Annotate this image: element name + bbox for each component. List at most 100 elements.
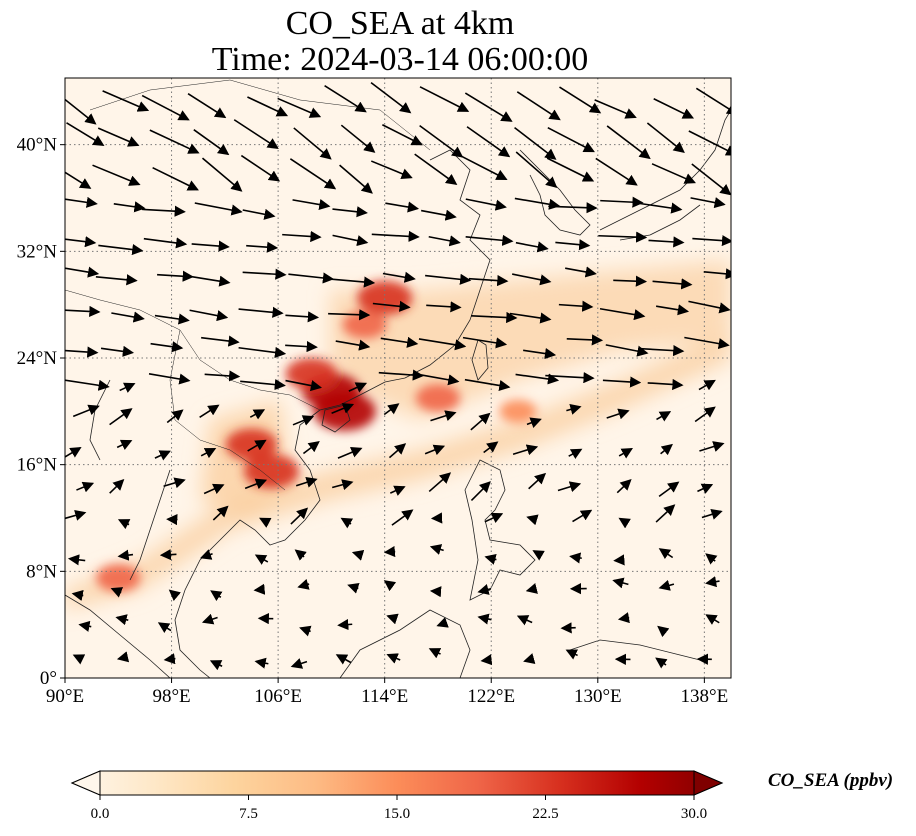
wind-arrow	[154, 313, 190, 325]
wind-arrow	[418, 373, 460, 386]
wind-arrow	[484, 553, 497, 565]
wind-arrow	[466, 126, 511, 158]
wind-arrow	[594, 99, 637, 119]
wind-arrow	[117, 519, 131, 530]
wind-arrow	[277, 97, 322, 118]
wind-arrow	[595, 157, 638, 186]
wind-arrow	[652, 278, 693, 290]
wind-arrow	[546, 157, 595, 182]
wind-arrow	[692, 235, 731, 247]
wind-arrow	[391, 509, 414, 526]
wind-arrow	[421, 209, 457, 221]
wind-arrow	[566, 403, 582, 415]
wind-arrow	[425, 273, 472, 285]
wind-arrow	[528, 472, 547, 490]
wind-arrow	[460, 155, 508, 180]
coastline-myanmar	[89, 379, 171, 581]
wind-arrow	[418, 338, 467, 351]
wind-arrow	[429, 586, 442, 598]
map-title-line1: CO_SEA at 4km	[285, 5, 515, 42]
wind-arrow	[428, 472, 452, 493]
lat-tick-label: 40°N	[17, 135, 58, 156]
wind-arrow	[695, 87, 731, 115]
wind-arrow	[602, 376, 642, 388]
co-plume	[96, 564, 141, 592]
wind-arrow	[246, 241, 279, 253]
wind-arrow	[658, 481, 680, 498]
colorbar-extend-max	[693, 770, 724, 796]
wind-arrow	[328, 276, 376, 288]
wind-arrow	[97, 127, 140, 147]
wind-arrow	[238, 306, 284, 318]
wind-arrow	[240, 154, 281, 182]
wind-arrow	[163, 653, 176, 665]
wind-arrow	[244, 478, 268, 490]
wind-arrow	[694, 406, 716, 423]
wind-arrow	[477, 584, 492, 595]
wind-arrow	[699, 441, 725, 452]
wind-arrow	[65, 379, 110, 391]
wind-arrow	[382, 124, 423, 146]
coastline-new-guinea	[569, 639, 701, 661]
wind-arrow	[247, 439, 267, 452]
wind-arrow	[419, 86, 470, 112]
wind-arrow	[297, 578, 310, 590]
wind-vectors	[65, 81, 731, 671]
wind-arrow	[65, 236, 97, 248]
wind-arrow	[92, 164, 141, 186]
map-title-line2: Time: 2024-03-14 06:00:00	[211, 41, 589, 78]
wind-arrow	[340, 124, 376, 153]
lon-tick-label: 106°E	[254, 686, 302, 707]
wind-arrow	[290, 658, 308, 669]
wind-arrow	[647, 378, 684, 391]
plume-band-north	[330, 260, 731, 420]
wind-arrow	[238, 346, 287, 358]
wind-arrow	[701, 508, 723, 520]
wind-arrow	[514, 197, 561, 210]
wind-arrow	[572, 509, 593, 523]
wind-arrow	[191, 240, 230, 252]
wind-arrow	[285, 379, 323, 392]
wind-arrow	[462, 336, 508, 349]
wind-arrow	[288, 272, 335, 284]
wind-arrow	[294, 549, 307, 561]
coastline-indochina	[174, 409, 321, 678]
wind-arrow	[703, 268, 731, 280]
wind-arrow	[72, 654, 86, 665]
wind-arrow	[386, 613, 399, 625]
wind-arrow	[705, 553, 718, 565]
wind-arrow	[149, 129, 200, 154]
wind-arrow	[477, 613, 492, 625]
wind-arrow	[545, 372, 595, 384]
co-plume	[225, 428, 278, 461]
lat-tick-label: 8°N	[26, 561, 57, 582]
wind-arrow	[159, 549, 177, 561]
wind-arrow	[616, 479, 632, 494]
lon-tick-label: 138°E	[681, 686, 729, 707]
wind-arrow	[558, 300, 594, 312]
wind-arrow	[598, 231, 648, 243]
wind-arrow	[293, 127, 332, 160]
wind-arrow	[691, 163, 731, 196]
wind-arrow	[65, 266, 100, 278]
wind-arrow	[468, 274, 509, 287]
wind-arrow	[599, 307, 646, 321]
wind-arrow	[470, 412, 491, 431]
wind-arrow	[464, 378, 511, 392]
gridlines	[65, 78, 731, 678]
wind-arrow	[569, 552, 582, 564]
wind-arrow	[109, 478, 125, 494]
wind-arrow	[516, 91, 561, 121]
wind-arrow	[637, 202, 683, 214]
wind-arrow	[618, 448, 634, 459]
colorbar-tick-label: 0.0	[91, 806, 110, 822]
co-plume	[415, 384, 461, 412]
wind-arrow	[242, 268, 287, 280]
wind-arrow	[648, 236, 685, 248]
wind-arrow	[203, 483, 225, 495]
wind-arrow	[688, 130, 731, 156]
wind-arrow	[613, 275, 648, 287]
wind-arrow	[372, 300, 411, 312]
coastline-china	[319, 149, 491, 411]
wind-arrow	[526, 514, 539, 526]
